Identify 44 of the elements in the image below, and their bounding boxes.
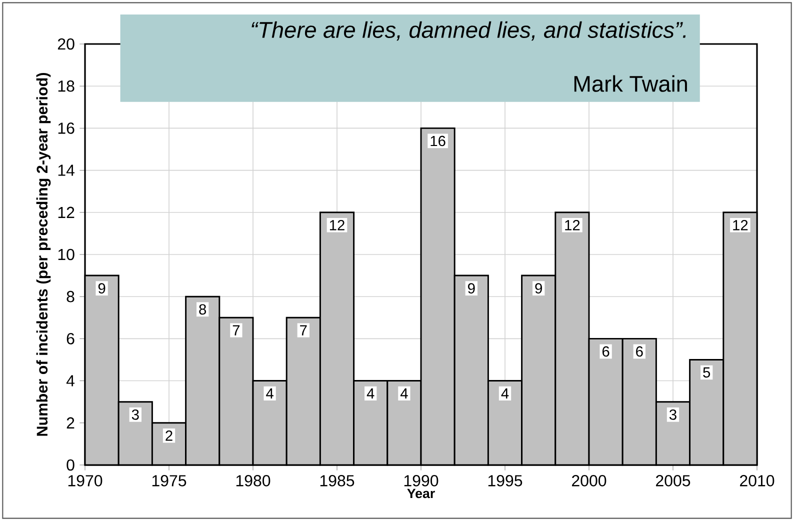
data-label: 16 xyxy=(430,136,446,146)
y-tick-label: 2 xyxy=(66,417,74,428)
y-tick-label: 6 xyxy=(66,333,74,344)
y-tick-label: 20 xyxy=(58,38,74,50)
y-tick-label: 12 xyxy=(58,206,74,218)
x-tick-label: 1995 xyxy=(488,475,522,486)
data-label: 5 xyxy=(703,367,710,378)
data-label: 8 xyxy=(199,304,206,315)
data-label: 6 xyxy=(602,346,610,357)
y-tick-label: 10 xyxy=(58,248,74,260)
x-tick-label: 1985 xyxy=(320,475,354,486)
data-label: 3 xyxy=(132,409,139,420)
y-axis-title: Number of incidents (per preceding 2-year period) xyxy=(36,72,51,436)
y-tick-label: 16 xyxy=(58,122,74,134)
data-label: 9 xyxy=(468,283,475,294)
data-label: 12 xyxy=(733,220,748,230)
x-tick-label: 2000 xyxy=(572,475,606,486)
data-label: 12 xyxy=(330,220,344,230)
data-label: 7 xyxy=(300,325,307,336)
y-tick-label: 18 xyxy=(58,80,74,92)
text: “There are lies, damned lies, and statistics”. xyxy=(252,21,686,41)
data-label: 4 xyxy=(501,388,509,398)
x-tick-label: 1975 xyxy=(152,475,186,486)
x-tick-label: 1970 xyxy=(68,475,102,486)
data-label: 7 xyxy=(232,325,240,336)
data-label: 12 xyxy=(565,220,580,230)
data-label: 4 xyxy=(266,388,274,398)
data-label: 9 xyxy=(98,283,106,294)
data-label: 9 xyxy=(535,283,542,294)
x-tick-label: 2010 xyxy=(740,475,774,486)
data-label: 6 xyxy=(636,346,643,357)
data-label: 4 xyxy=(366,388,374,398)
x-tick-label: 1990 xyxy=(404,475,438,486)
y-tick-label: 4 xyxy=(66,375,74,386)
data-label: 2 xyxy=(166,430,172,441)
y-tick-label: 8 xyxy=(66,290,74,302)
x-axis-title: Year xyxy=(407,488,435,498)
x-tick-label: 1980 xyxy=(236,475,270,486)
x-tick-label: 2005 xyxy=(656,475,690,486)
y-tick-label: 14 xyxy=(58,164,74,176)
data-label: 3 xyxy=(669,409,676,420)
annotation: Mark Twain xyxy=(574,75,687,92)
data-label: 4 xyxy=(400,388,408,398)
y-tick-label: 0 xyxy=(66,459,74,471)
